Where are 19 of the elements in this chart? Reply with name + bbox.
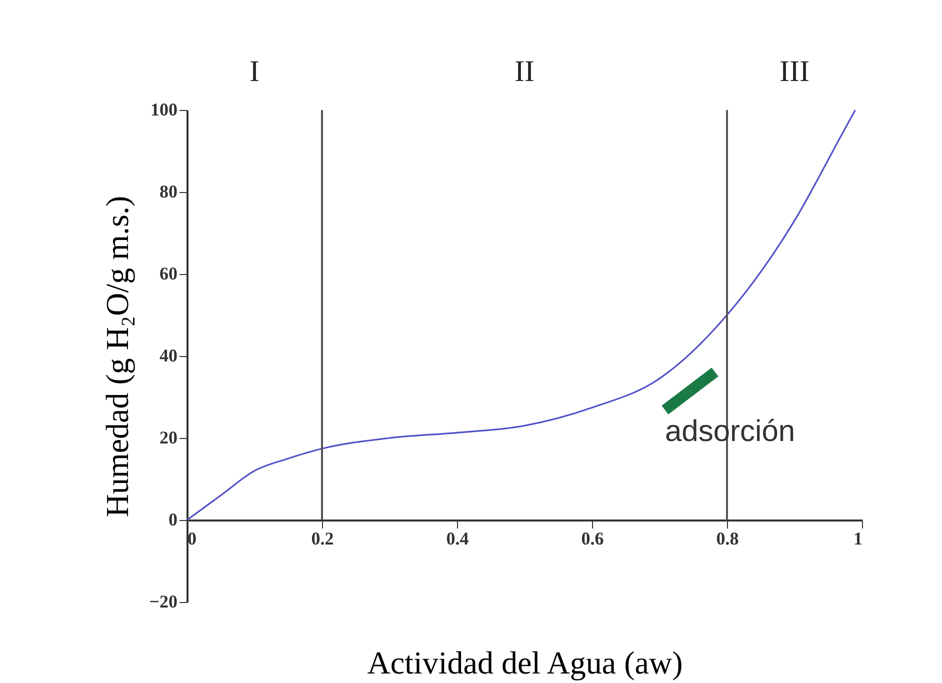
y-tick-label: −20 (149, 592, 178, 612)
x-tick-label: 0.2 (311, 528, 334, 548)
y-tick-label: 0 (168, 510, 178, 530)
y-tick-label: 20 (160, 428, 178, 448)
x-tick-label: 0 (188, 528, 196, 548)
x-tick-label: 0.8 (716, 528, 739, 548)
y-tick-label: 80 (160, 182, 178, 202)
x-tick-label: 0.4 (446, 528, 469, 548)
y-tick-label: 40 (160, 346, 178, 366)
x-tick-label: 1 (854, 528, 862, 548)
y-tick-label: 60 (160, 264, 178, 284)
text: III (780, 55, 810, 88)
text: I (250, 55, 260, 88)
x-axis-title: Actividad del Agua (aw) (367, 644, 683, 680)
text: II (514, 55, 534, 88)
x-tick-label: 0.6 (581, 528, 604, 548)
y-tick-label: 100 (150, 100, 178, 120)
line-series (186, 109, 856, 521)
y-axis-title: Humedad (g H₂O/g m.s.) (99, 196, 136, 518)
